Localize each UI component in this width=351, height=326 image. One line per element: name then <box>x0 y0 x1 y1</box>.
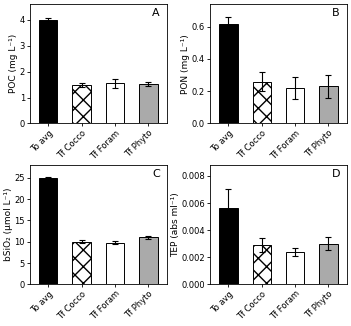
Bar <box>219 208 238 284</box>
Bar <box>319 86 338 124</box>
Bar <box>139 238 158 284</box>
Text: D: D <box>331 169 340 179</box>
Bar <box>39 20 58 124</box>
Bar <box>252 82 271 124</box>
Bar <box>139 84 158 124</box>
Bar <box>286 252 304 284</box>
Bar <box>72 85 91 124</box>
Bar <box>286 88 304 124</box>
Bar <box>39 178 58 284</box>
Y-axis label: TEP (abs ml⁻¹): TEP (abs ml⁻¹) <box>171 192 180 257</box>
Y-axis label: POC (mg L⁻¹): POC (mg L⁻¹) <box>9 34 18 94</box>
Text: A: A <box>152 8 160 18</box>
Y-axis label: PON (mg L⁻¹): PON (mg L⁻¹) <box>181 34 191 94</box>
Bar <box>106 243 124 284</box>
Text: B: B <box>332 8 340 18</box>
Bar <box>252 245 271 284</box>
Bar <box>72 242 91 284</box>
Y-axis label: bSiO₂ (μmol L⁻¹): bSiO₂ (μmol L⁻¹) <box>4 188 13 261</box>
Text: C: C <box>152 169 160 179</box>
Bar <box>106 83 124 124</box>
Bar <box>319 244 338 284</box>
Bar <box>219 23 238 124</box>
